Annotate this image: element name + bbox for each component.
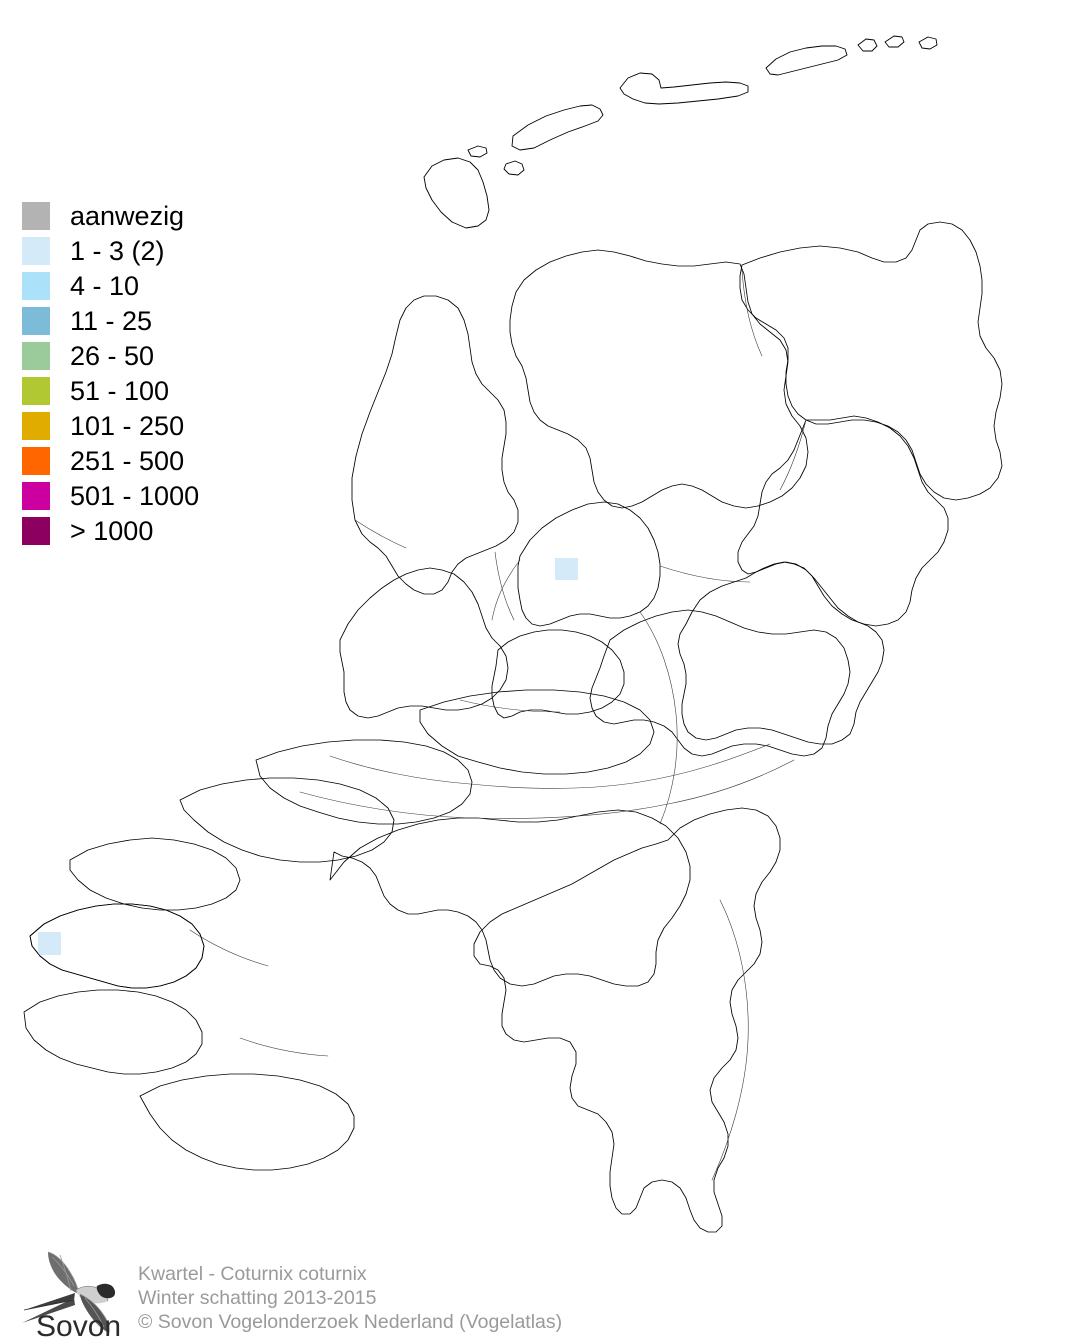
netherlands-distribution-map: [23, 35, 1003, 1233]
legend-label: > 1000: [70, 515, 154, 546]
sovon-wordmark: Sovon: [36, 1310, 121, 1340]
legend-swatch-26-50: [22, 341, 50, 370]
legend: aanwezig 1 - 3 (2) 4 - 10 11 - 25 26 - 5…: [22, 198, 199, 548]
data-cell-zeeland: [38, 932, 61, 955]
legend-label: 26 - 50: [70, 340, 155, 371]
legend-item: 251 - 500: [22, 443, 199, 478]
legend-label: 51 - 100: [70, 375, 170, 406]
legend-label: 4 - 10: [70, 270, 140, 301]
data-cell-flevoland: [555, 558, 578, 580]
legend-label: 101 - 250: [70, 410, 185, 441]
rivers-and-channels: [189, 269, 807, 1181]
provinces: [23, 221, 1003, 1233]
legend-swatch-gt-1000: [22, 516, 50, 545]
survey-period: Winter schatting 2013-2015: [138, 1287, 377, 1309]
legend-item: 51 - 100: [22, 373, 199, 408]
species-name: Kwartel - Coturnix coturnix: [138, 1263, 367, 1285]
footer: Sovon Kwartel - Coturnix coturnix Winter…: [0, 1243, 1074, 1340]
legend-label: 501 - 1000: [70, 480, 200, 511]
sovon-logo-svg: Sovon: [22, 1251, 121, 1340]
legend-item: 1 - 3 (2): [22, 233, 199, 268]
legend-item: 501 - 1000: [22, 478, 199, 513]
legend-swatch-51-100: [22, 376, 50, 405]
legend-item: > 1000: [22, 513, 199, 548]
legend-swatch-1-3: [22, 236, 50, 265]
data-cells-layer: [29, 558, 578, 989]
legend-swatch-501-1000: [22, 481, 50, 510]
legend-label: 11 - 25: [70, 305, 153, 336]
legend-swatch-4-10: [22, 271, 50, 300]
legend-item: 11 - 25: [22, 303, 199, 338]
legend-swatch-aanwezig: [22, 201, 50, 230]
swallow-icon: [22, 1251, 116, 1334]
wadden-islands: [423, 35, 938, 229]
legend-item: 4 - 10: [22, 268, 199, 303]
sovon-logo: Sovon: [18, 1248, 130, 1340]
legend-swatch-11-25: [22, 306, 50, 335]
legend-label: 1 - 3 (2): [70, 235, 165, 266]
legend-label: aanwezig: [70, 200, 185, 231]
legend-item: 26 - 50: [22, 338, 199, 373]
legend-item: aanwezig: [22, 198, 199, 233]
legend-item: 101 - 250: [22, 408, 199, 443]
copyright-line: © Sovon Vogelonderzoek Nederland (Vogela…: [138, 1311, 563, 1333]
legend-swatch-101-250: [22, 411, 50, 440]
legend-label: 251 - 500: [70, 445, 185, 476]
legend-swatch-251-500: [22, 446, 50, 475]
map-svg: [23, 35, 1003, 1233]
footer-caption: Kwartel - Coturnix coturnix Winter schat…: [138, 1262, 562, 1340]
